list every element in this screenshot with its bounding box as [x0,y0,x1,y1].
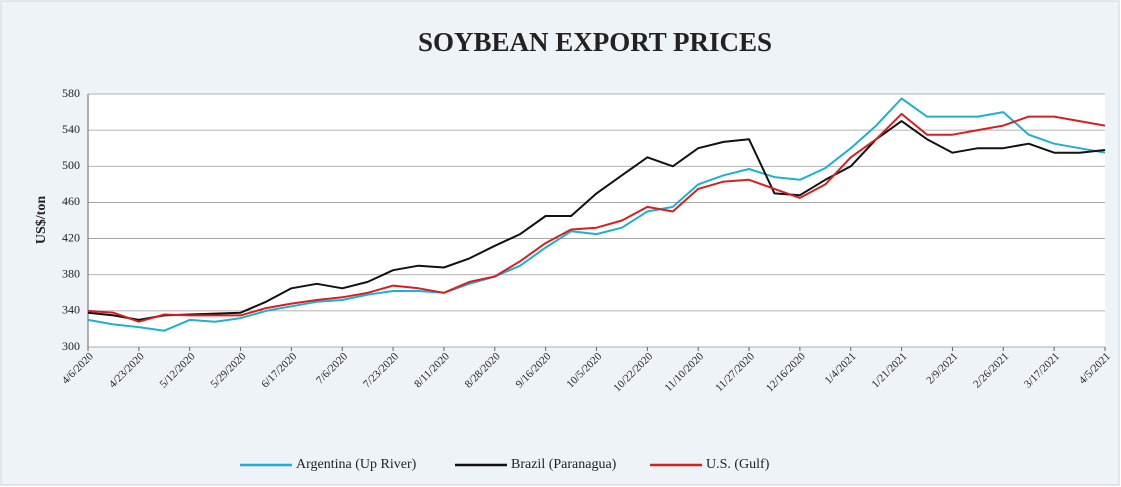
y-axis-label: US$/ton [34,196,49,244]
y-tick-label: 380 [62,266,80,280]
legend-label: U.S. (Gulf) [706,457,770,472]
series-line [87,97,1106,332]
y-tick-label: 300 [62,339,80,353]
y-tick-label: 420 [62,230,80,244]
y-tick-label: 340 [62,303,80,317]
y-tick-label: 540 [62,122,80,136]
y-tick-label: 580 [62,86,80,100]
legend-label: Brazil (Paranagua) [511,457,617,472]
chart-title: SOYBEAN EXPORT PRICES [418,27,772,57]
y-tick-label: 460 [62,194,80,208]
plot-area [88,94,1105,347]
y-tick-label: 500 [62,158,80,172]
legend-label: Argentina (Up River) [296,457,417,472]
series-line [87,120,1106,321]
series-line [87,112,1106,323]
